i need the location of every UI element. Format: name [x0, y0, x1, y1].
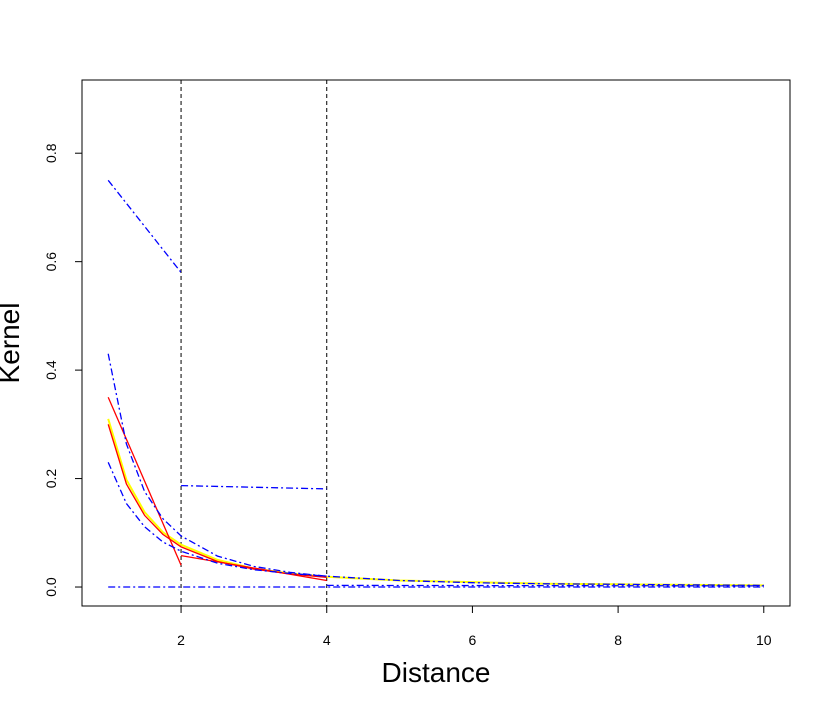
series-blue-tail-segment	[326, 584, 764, 587]
plot-frame	[81, 79, 791, 607]
series-blue-upper-segment-1	[107, 179, 182, 273]
x-tick-label: 10	[756, 632, 772, 648]
series-blue-upper-segment-2	[181, 484, 327, 490]
x-tick-label: 2	[177, 632, 185, 648]
y-axis-label: Kernel	[0, 303, 25, 384]
x-axis-label: Distance	[382, 657, 491, 688]
x-tick-label: 6	[469, 632, 477, 648]
series-red-fit	[107, 424, 327, 578]
x-tick-label: 4	[323, 632, 331, 648]
y-tick-label: 0.6	[43, 252, 59, 272]
series-blue-upper-band	[107, 353, 764, 587]
y-tick-label: 0.4	[43, 360, 59, 380]
series-red-piecewise-2	[180, 554, 327, 582]
y-tick-label: 0.2	[43, 469, 59, 489]
x-tick-label: 8	[614, 632, 622, 648]
series-red-piecewise-1	[107, 396, 182, 566]
y-tick-label: 0.0	[43, 577, 59, 597]
y-tick-label: 0.8	[43, 143, 59, 163]
